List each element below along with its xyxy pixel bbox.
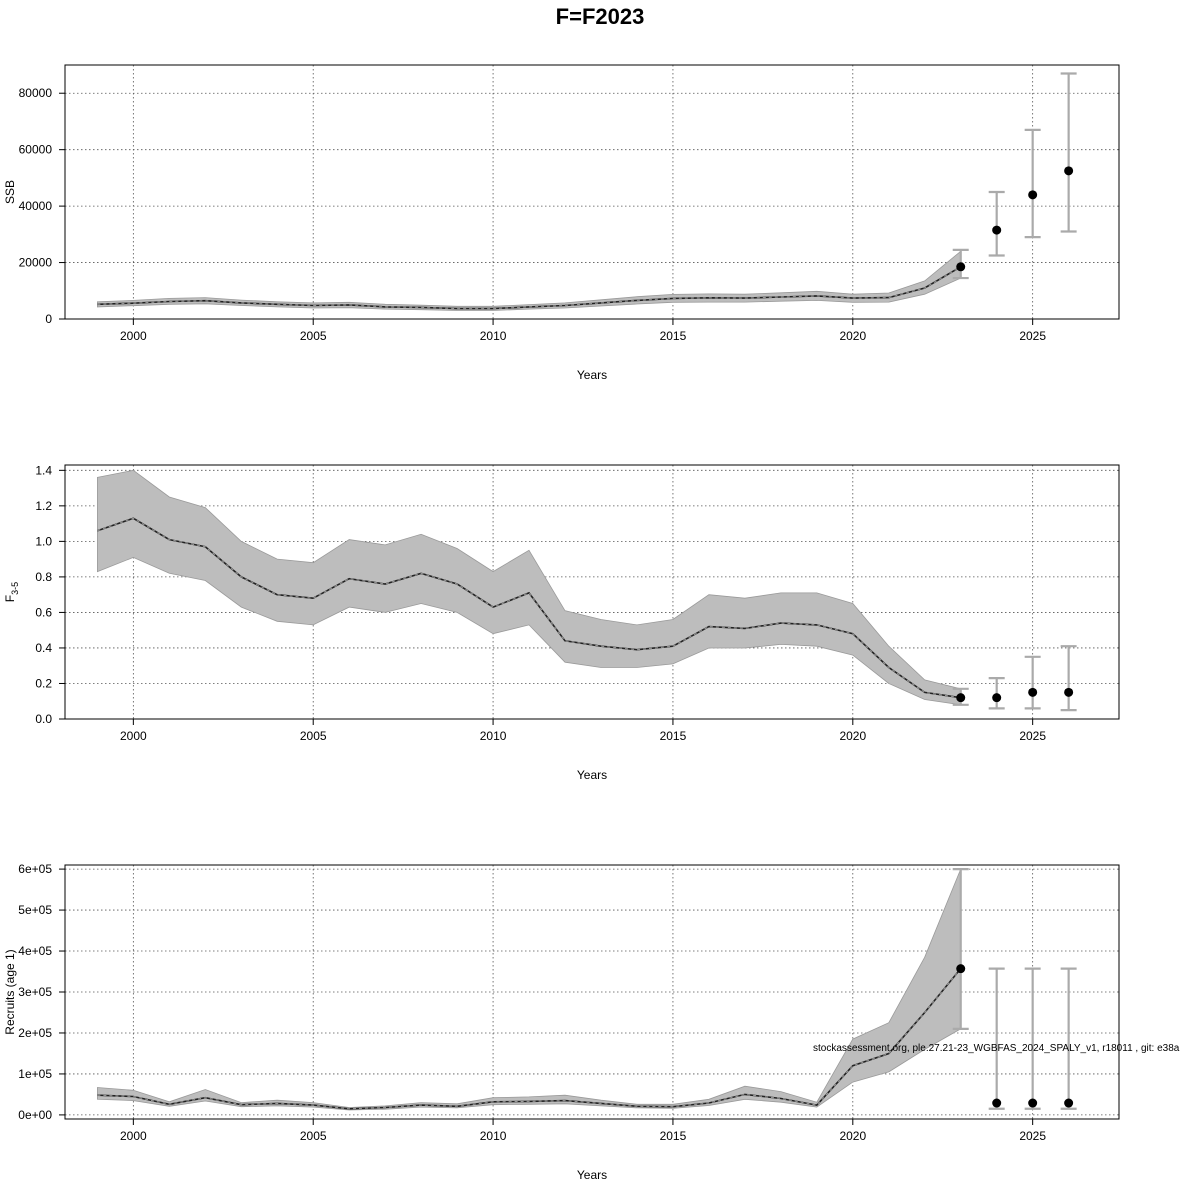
x-tick-label: 2010 bbox=[480, 329, 507, 343]
y-axis-label: SSB bbox=[3, 180, 17, 204]
forecast-point bbox=[956, 693, 966, 703]
y-tick-label: 4e+05 bbox=[18, 944, 52, 958]
estimate-line-dashed bbox=[97, 517, 961, 699]
x-tick-label: 2015 bbox=[660, 1129, 687, 1143]
y-tick-label: 40000 bbox=[19, 199, 53, 213]
x-tick-label: 2010 bbox=[480, 1129, 507, 1143]
y-tick-label: 1.0 bbox=[35, 534, 52, 548]
figure-title: F=F2023 bbox=[556, 4, 645, 29]
x-tick-label: 2020 bbox=[839, 729, 866, 743]
y-tick-label: 0.2 bbox=[35, 676, 52, 690]
y-tick-label: 0.6 bbox=[35, 605, 52, 619]
plot-frame bbox=[64, 464, 1120, 720]
panel-2: 2000 2005 2010 2015 2020 2025 0.0 0.2 0.4 0.6 0.8 1… bbox=[3, 463, 1120, 782]
forecast-point bbox=[1064, 1098, 1074, 1108]
forecast-point bbox=[1028, 1098, 1038, 1108]
x-tick-label: 2020 bbox=[839, 1129, 866, 1143]
panel-1: 2000 2005 2010 2015 2020 2025 0 20000 40000 60000… bbox=[3, 64, 1120, 382]
x-tick-label: 2015 bbox=[660, 729, 687, 743]
y-axis-label-subscript: 3-5 bbox=[10, 582, 20, 595]
forecast-point bbox=[1028, 190, 1038, 200]
y-tick-label: 1.4 bbox=[35, 463, 52, 477]
y-axis-label: F3-5 bbox=[3, 582, 20, 602]
x-tick-label: 2015 bbox=[660, 329, 687, 343]
forecast-point bbox=[956, 262, 966, 272]
y-axis-label: Recruits (age 1) bbox=[3, 949, 17, 1034]
x-tick-label: 2005 bbox=[300, 1129, 327, 1143]
y-tick-label: 80000 bbox=[19, 86, 53, 100]
plot-frame bbox=[64, 64, 1120, 320]
y-tick-label: 60000 bbox=[19, 143, 53, 157]
y-tick-label: 6e+05 bbox=[18, 862, 52, 876]
forecast-point bbox=[992, 1098, 1002, 1108]
y-tick-label: 0.8 bbox=[35, 570, 52, 584]
forecast-point bbox=[1064, 166, 1074, 176]
x-tick-label: 2000 bbox=[120, 1129, 147, 1143]
y-tick-label: 2e+05 bbox=[18, 1026, 52, 1040]
y-tick-label: 0 bbox=[45, 312, 52, 326]
y-tick-label: 1.2 bbox=[35, 499, 52, 513]
x-axis-label: Years bbox=[577, 768, 607, 782]
y-tick-label: 0.4 bbox=[35, 641, 52, 655]
x-tick-label: 2000 bbox=[120, 729, 147, 743]
footnote: stockassessment.org, ple.27.21-23_WGBFAS… bbox=[813, 1043, 1180, 1054]
y-tick-label: 5e+05 bbox=[18, 903, 52, 917]
forecast-point bbox=[992, 693, 1002, 703]
x-axis-label: Years bbox=[577, 368, 607, 382]
x-tick-label: 2000 bbox=[120, 329, 147, 343]
x-tick-label: 2025 bbox=[1019, 329, 1046, 343]
estimate-line-dashed bbox=[97, 266, 961, 310]
x-tick-label: 2025 bbox=[1019, 729, 1046, 743]
forecast-point bbox=[1028, 687, 1038, 697]
x-axis-label: Years bbox=[577, 1168, 607, 1182]
x-tick-label: 2005 bbox=[300, 329, 327, 343]
x-tick-label: 2010 bbox=[480, 729, 507, 743]
panel-3: 2000 2005 2010 2015 2020 2025 0e+00 1e+05 2e+05 3… bbox=[3, 862, 1120, 1182]
x-tick-label: 2005 bbox=[300, 729, 327, 743]
x-tick-label: 2025 bbox=[1019, 1129, 1046, 1143]
estimate-line bbox=[97, 266, 962, 310]
forecast-point bbox=[956, 964, 966, 974]
y-tick-label: 0.0 bbox=[35, 712, 52, 726]
forecast-point bbox=[1064, 687, 1074, 697]
y-tick-label: 20000 bbox=[19, 256, 53, 270]
panels: 2000 2005 2010 2015 2020 2025 0 20000 40000 60000… bbox=[3, 64, 1120, 1182]
forecast-point bbox=[992, 225, 1002, 235]
y-tick-label: 3e+05 bbox=[18, 985, 52, 999]
y-tick-label: 0e+00 bbox=[18, 1108, 52, 1122]
x-tick-label: 2020 bbox=[839, 329, 866, 343]
y-tick-label: 1e+05 bbox=[18, 1067, 52, 1081]
estimate-line-dashed bbox=[97, 968, 962, 1110]
